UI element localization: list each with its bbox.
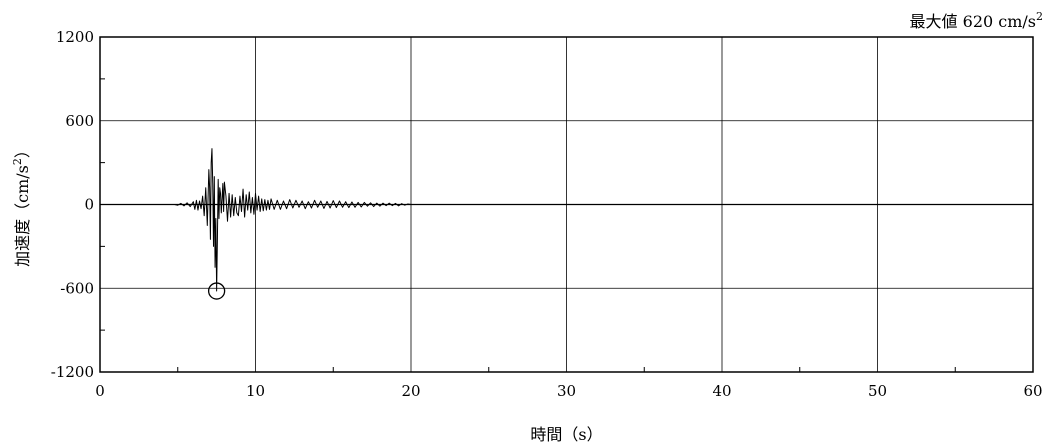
- series-line-0: [174, 148, 412, 292]
- y-tick-label: 600: [65, 112, 94, 130]
- y-axis-label-main: 加速度（cm/s: [13, 165, 32, 267]
- y-axis-label-suffix: ）: [13, 142, 32, 158]
- peak-annotation: 最大値 620 cm/s2: [910, 10, 1043, 31]
- grid-lines: [100, 37, 1033, 372]
- y-tick-labels: -1200 -600 0 600 1200: [51, 28, 94, 381]
- peak-marker: [207, 282, 226, 300]
- peak-annotation-text: 最大値 620 cm/s: [910, 12, 1036, 31]
- x-tick-label: 50: [868, 382, 887, 400]
- x-axis-label: 時間（s）: [530, 425, 602, 444]
- minor-ticks: [100, 78, 956, 372]
- y-axis-label: 加速度（cm/s2）: [11, 142, 32, 267]
- x-tick-label: 40: [712, 382, 731, 400]
- plot-frame: [99, 36, 1034, 373]
- x-tick-label: 10: [246, 382, 265, 400]
- peak-annotation-superscript: 2: [1036, 10, 1043, 23]
- x-tick-label: 30: [557, 382, 576, 400]
- x-tick-label: 20: [401, 382, 420, 400]
- x-tick-label: 0: [95, 382, 105, 400]
- x-tick-label: 60: [1023, 382, 1042, 400]
- y-tick-label: 1200: [56, 28, 94, 46]
- series-group: [174, 148, 412, 292]
- y-axis-label-superscript: 2: [11, 158, 24, 165]
- y-tick-label: -600: [60, 279, 94, 297]
- x-tick-labels: 0 10 20 30 40 50 60: [95, 382, 1042, 400]
- y-tick-label: -1200: [51, 363, 94, 381]
- y-tick-label: 0: [84, 196, 94, 214]
